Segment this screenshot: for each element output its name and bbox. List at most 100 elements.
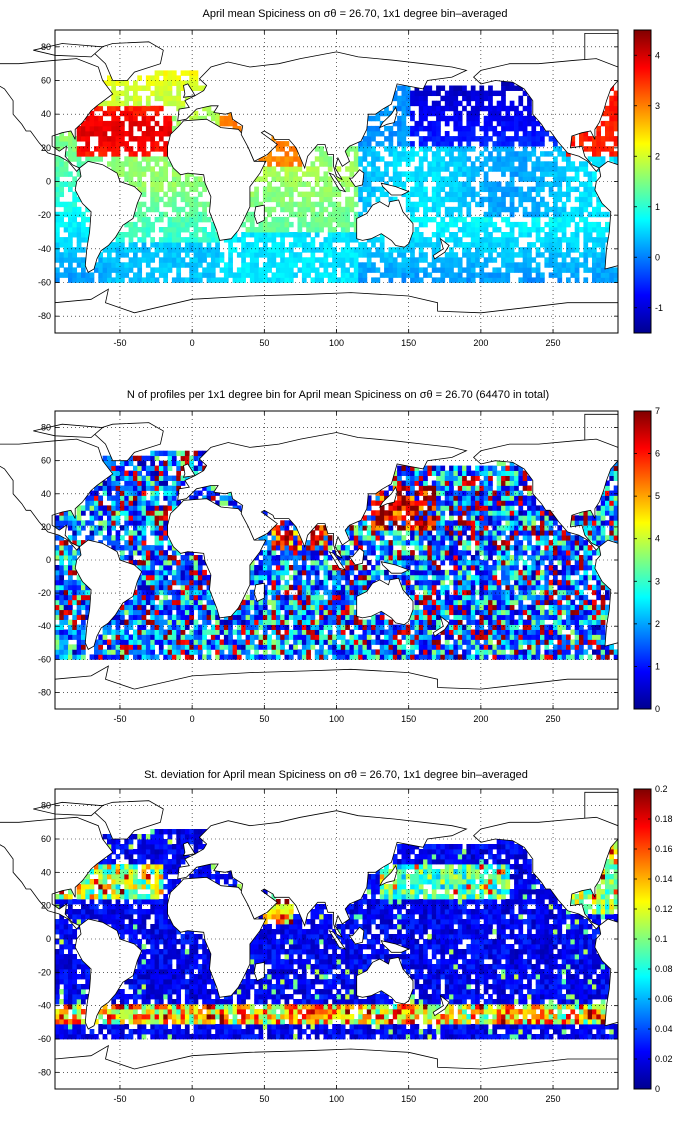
- data-cell: [388, 141, 394, 147]
- data-cell: [531, 277, 537, 283]
- y-tick-label: 20: [41, 143, 51, 153]
- data-cell: [535, 131, 541, 137]
- data-cell: [262, 535, 268, 541]
- data-cell: [301, 639, 307, 645]
- data-cell: [345, 211, 350, 218]
- data-cell: [167, 90, 173, 97]
- data-cell: [180, 191, 186, 198]
- data-cell: [427, 510, 433, 516]
- data-cell: [570, 186, 576, 193]
- data-cell: [522, 267, 528, 273]
- data-cell: [63, 247, 69, 253]
- data-cell: [68, 206, 73, 213]
- data-cell: [288, 584, 294, 591]
- data-cell: [171, 196, 177, 203]
- data-cell: [202, 604, 207, 611]
- data-cell: [410, 614, 415, 620]
- data-cell: [479, 262, 485, 268]
- data-cell: [145, 156, 151, 162]
- data-cell: [245, 599, 251, 606]
- data-cell: [314, 267, 320, 273]
- data-cell: [228, 500, 233, 506]
- data-cell: [102, 455, 108, 462]
- data-cell: [128, 649, 134, 655]
- data-cell: [63, 604, 69, 611]
- data-cell: [423, 90, 428, 97]
- data-cell: [59, 569, 65, 576]
- data-cell: [128, 535, 134, 541]
- data-cell: [150, 510, 156, 516]
- data-cell: [81, 277, 86, 283]
- data-cell: [401, 480, 407, 486]
- data-cell: [154, 450, 160, 457]
- data-cell: [128, 85, 134, 91]
- data-cell: [297, 201, 303, 208]
- data-cell: [145, 272, 151, 278]
- data-cell: [115, 505, 121, 511]
- data-cell: [171, 589, 177, 596]
- data-cell: [271, 569, 277, 576]
- data-cell: [176, 90, 182, 97]
- data-cell: [128, 460, 134, 467]
- data-cell: [288, 574, 294, 581]
- data-cell: [137, 515, 143, 521]
- data-cell: [457, 242, 463, 248]
- data-cell: [236, 505, 242, 511]
- data-cell: [310, 535, 316, 541]
- data-cell: [388, 550, 394, 556]
- data-cell: [535, 201, 541, 208]
- data-cell: [280, 196, 285, 203]
- data-cell: [59, 216, 65, 223]
- data-cell: [102, 649, 108, 655]
- data-cell: [262, 277, 268, 283]
- data-cell: [427, 525, 433, 531]
- data-cell: [405, 634, 411, 640]
- data-cell: [440, 196, 446, 203]
- data-cell: [267, 565, 272, 571]
- data-cell: [141, 555, 147, 561]
- data-cell: [128, 232, 134, 238]
- data-cell: [375, 619, 381, 625]
- data-cell: [133, 95, 138, 102]
- data-cell: [189, 644, 195, 650]
- data-cell: [375, 131, 381, 137]
- data-cell: [418, 257, 424, 263]
- data-cell: [167, 485, 173, 491]
- data-cell: [171, 221, 177, 228]
- data-cell: [154, 525, 160, 531]
- data-cell: [358, 624, 363, 630]
- data-cell: [392, 156, 398, 162]
- data-cell: [145, 639, 151, 645]
- data-cell: [319, 599, 324, 606]
- data-cell: [297, 252, 303, 258]
- data-cell: [202, 560, 207, 566]
- data-cell: [436, 131, 441, 137]
- data-cell: [505, 141, 511, 147]
- data-cell: [111, 525, 117, 531]
- data-cell: [453, 166, 459, 172]
- data-cell: [375, 634, 381, 640]
- data-cell: [163, 272, 169, 278]
- data-cell: [288, 604, 294, 611]
- data-cell: [193, 490, 199, 496]
- data-cell: [310, 171, 316, 177]
- data-cell: [401, 579, 407, 586]
- data-cell: [215, 237, 220, 243]
- data-cell: [306, 191, 311, 198]
- data-cell: [349, 569, 355, 576]
- data-cell: [323, 649, 329, 655]
- data-cell: [158, 465, 164, 471]
- data-cell: [180, 644, 186, 650]
- data-cell: [154, 470, 160, 476]
- data-cell: [397, 495, 402, 501]
- data-cell: [332, 272, 337, 278]
- data-cell: [128, 125, 134, 132]
- data-cell: [141, 460, 147, 467]
- data-cell: [501, 131, 506, 137]
- data-cell: [81, 211, 86, 218]
- data-cell: [414, 525, 420, 531]
- data-cell: [488, 186, 493, 193]
- data-cell: [107, 540, 112, 546]
- data-cell: [440, 216, 446, 223]
- data-cell: [492, 181, 498, 187]
